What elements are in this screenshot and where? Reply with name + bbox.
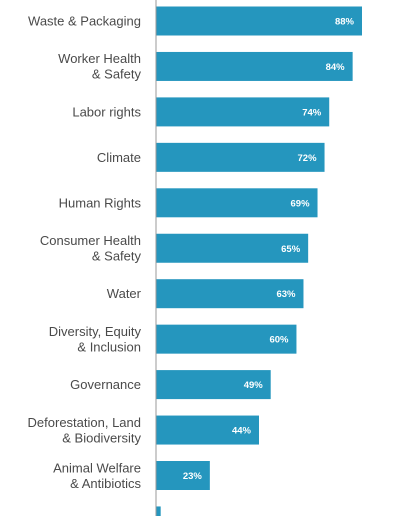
bar	[156, 506, 161, 516]
bar	[156, 142, 325, 172]
category-label-line: Worker Health	[58, 51, 141, 66]
category-label-line: & Inclusion	[77, 339, 141, 354]
category-label-line: Governance	[70, 377, 141, 392]
bar	[156, 97, 330, 127]
category-label: Climate	[97, 150, 141, 165]
value-labels-group: 88%84%74%72%69%65%63%60%49%44%23%2%	[183, 17, 355, 483]
category-label-line: Labor rights	[72, 104, 141, 119]
category-label: Consumer Health & Safety	[40, 233, 142, 264]
category-label-line: Water	[107, 286, 142, 301]
category-label-line: & Safety	[92, 67, 142, 82]
value-label: 60%	[269, 335, 289, 346]
category-label-line: & Biodiversity	[62, 430, 141, 445]
bar	[156, 279, 304, 309]
value-label: 63%	[276, 289, 296, 300]
category-label: Waste & Packaging	[28, 14, 141, 29]
category-label: Deforestation, Land & Biodiversity	[28, 415, 142, 446]
category-label-line: Deforestation, Land	[28, 415, 141, 430]
category-label: Governance	[70, 377, 141, 392]
category-label-line: Animal Welfare	[53, 460, 141, 475]
bar	[156, 370, 271, 400]
category-label: No Focus	[85, 513, 141, 516]
category-label: Worker Health & Safety	[58, 51, 141, 81]
value-label: 49%	[244, 380, 264, 391]
value-label: 69%	[291, 198, 311, 209]
bar	[156, 415, 259, 445]
value-label: 65%	[281, 244, 301, 255]
category-label: Animal Welfare & Antibiotics	[53, 460, 141, 491]
category-label: Diversity, Equity & Inclusion	[49, 324, 142, 355]
bar	[156, 233, 309, 263]
value-label: 84%	[326, 62, 346, 73]
category-label-line: Diversity, Equity	[49, 324, 142, 339]
category-label-line: Consumer Health	[40, 233, 141, 248]
category-label-line: No Focus	[85, 513, 141, 516]
category-label: Water	[107, 286, 142, 301]
bar	[156, 51, 353, 81]
bar	[156, 6, 362, 36]
value-label: 44%	[232, 426, 252, 437]
category-label: Labor rights	[72, 104, 141, 119]
value-label: 72%	[298, 153, 318, 164]
category-label-line: Waste & Packaging	[28, 14, 141, 29]
value-label: 23%	[183, 471, 203, 482]
value-label: 74%	[302, 107, 322, 118]
category-label-line: & Antibiotics	[70, 476, 141, 491]
category-label-line: Climate	[97, 150, 141, 165]
value-label: 88%	[335, 17, 355, 28]
category-label-line: & Safety	[92, 249, 142, 264]
category-label-line: Human Rights	[59, 195, 142, 210]
bars-group	[156, 6, 362, 516]
bar	[156, 188, 318, 218]
bar	[156, 324, 297, 354]
category-label: Human Rights	[59, 195, 142, 210]
bar	[156, 461, 210, 490]
